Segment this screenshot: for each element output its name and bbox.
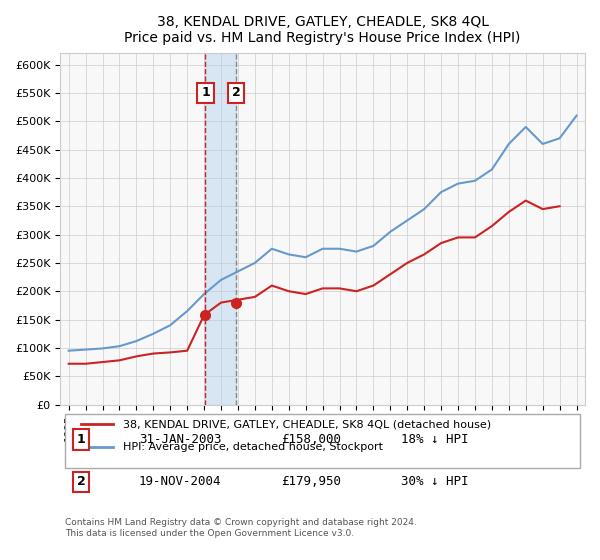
Text: 1: 1 — [77, 433, 86, 446]
Bar — [205, 53, 236, 404]
Text: 38, KENDAL DRIVE, GATLEY, CHEADLE, SK8 4QL (detached house): 38, KENDAL DRIVE, GATLEY, CHEADLE, SK8 4… — [123, 419, 491, 429]
Text: 19-NOV-2004: 19-NOV-2004 — [139, 475, 221, 488]
Title: 38, KENDAL DRIVE, GATLEY, CHEADLE, SK8 4QL
Price paid vs. HM Land Registry's Hou: 38, KENDAL DRIVE, GATLEY, CHEADLE, SK8 4… — [124, 15, 521, 45]
Text: Contains HM Land Registry data © Crown copyright and database right 2024.
This d: Contains HM Land Registry data © Crown c… — [65, 519, 417, 538]
Text: 30% ↓ HPI: 30% ↓ HPI — [401, 475, 469, 488]
Text: £158,000: £158,000 — [281, 433, 341, 446]
Text: 2: 2 — [232, 86, 241, 100]
Text: 2: 2 — [77, 475, 86, 488]
Text: 1: 1 — [201, 86, 210, 100]
Text: £179,950: £179,950 — [281, 475, 341, 488]
Text: 31-JAN-2003: 31-JAN-2003 — [139, 433, 221, 446]
Text: HPI: Average price, detached house, Stockport: HPI: Average price, detached house, Stoc… — [123, 442, 383, 452]
Text: 18% ↓ HPI: 18% ↓ HPI — [401, 433, 469, 446]
FancyBboxPatch shape — [65, 414, 580, 468]
